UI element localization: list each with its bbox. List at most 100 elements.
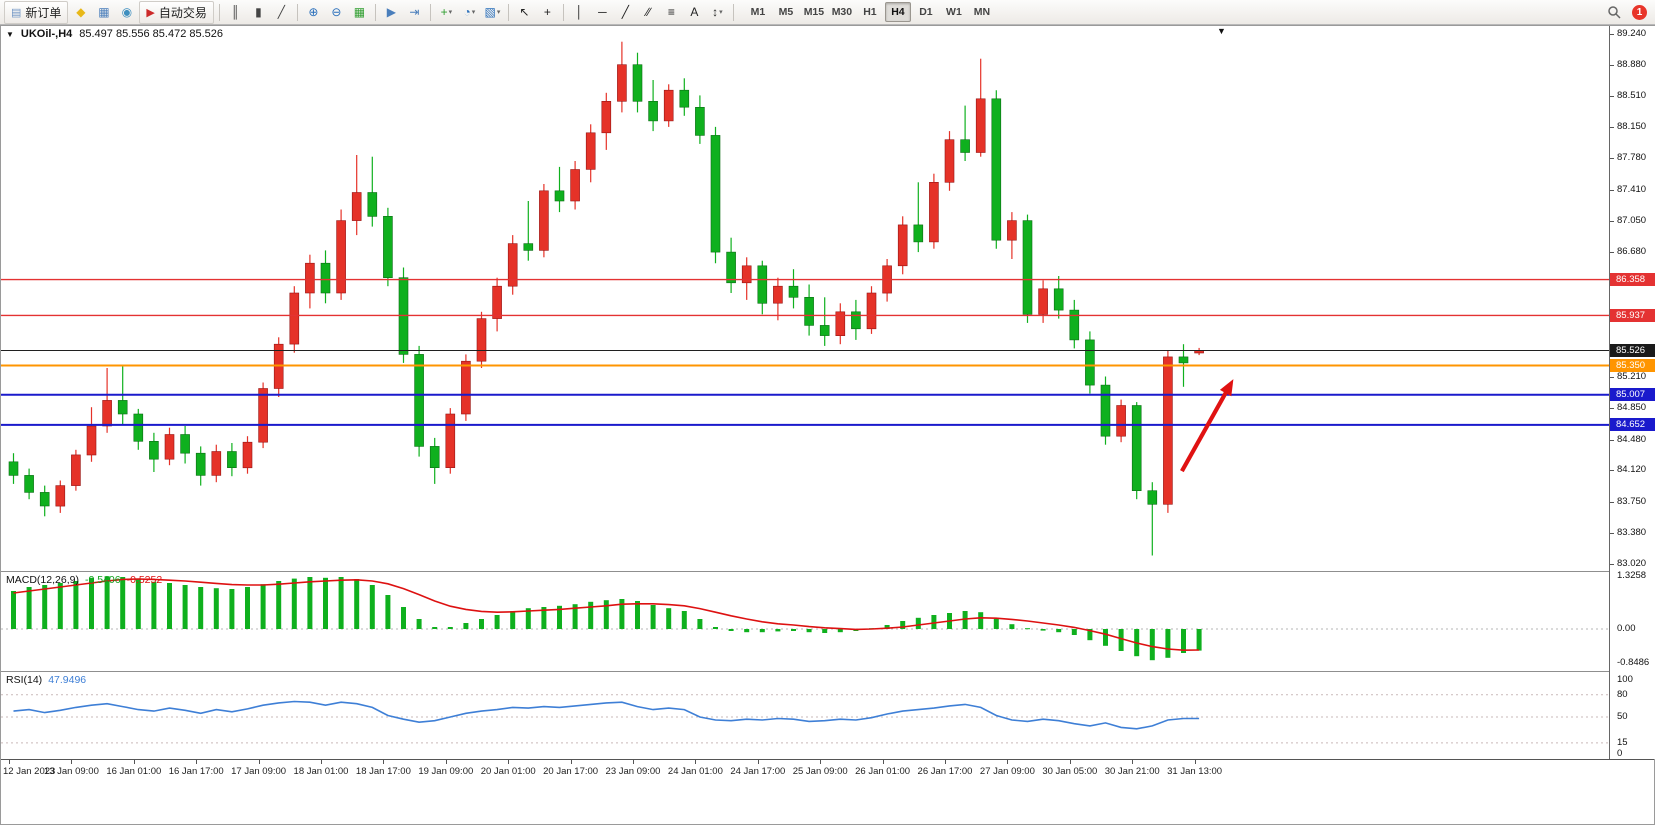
timeframe-m15[interactable]: M15 <box>803 6 825 18</box>
new-chart-icon[interactable]: ▦ <box>98 5 110 19</box>
timeframe-h1[interactable]: H1 <box>863 6 877 18</box>
price-tick: 88.880 <box>1617 59 1647 70</box>
line-chart-icon[interactable]: ╱ <box>277 5 286 19</box>
macd-signal-value: -0.5252 <box>126 574 163 586</box>
time-tickmark <box>196 760 198 764</box>
zoom-in-icon[interactable]: ⊕ <box>308 5 319 19</box>
price-tick: 85.210 <box>1617 371 1647 382</box>
price-tickmark <box>1610 221 1614 222</box>
profiles-icon[interactable]: ◉ <box>121 5 133 19</box>
candlestick-chart[interactable] <box>1 26 1609 571</box>
tile-windows-icon[interactable]: ▦ <box>353 5 366 19</box>
auto-trading-button-label: 自动交易 <box>158 5 207 20</box>
time-label: 30 Jan 05:00 <box>1042 766 1098 777</box>
price-badge: 85.526 <box>1610 344 1655 357</box>
macd-main-value: -0.5406 <box>84 574 121 586</box>
time-tickmark <box>71 760 73 764</box>
candlestick-chart-icon[interactable]: ▮ <box>255 5 262 19</box>
price-tickmark <box>1610 440 1614 441</box>
time-label: 31 Jan 13:00 <box>1167 766 1223 777</box>
time-tickmark <box>570 760 572 764</box>
crosshair-icon[interactable]: + <box>543 5 551 19</box>
vertical-line-icon[interactable]: │ <box>575 5 584 19</box>
chart-shift-icon[interactable]: ⇥ <box>409 5 420 19</box>
timeframe-mn[interactable]: MN <box>973 6 991 18</box>
price-badge: 84.652 <box>1610 418 1655 431</box>
price-tick: 88.510 <box>1617 90 1647 101</box>
time-tickmark <box>508 760 510 764</box>
auto-trading-icon: ▶ <box>146 6 155 19</box>
arrows-icon[interactable]: ↕ <box>707 3 728 22</box>
indicators-icon[interactable]: + <box>436 3 457 22</box>
text-icon[interactable]: A <box>690 5 699 19</box>
price-tickmark <box>1610 65 1614 66</box>
price-tick: 87.050 <box>1617 215 1647 226</box>
time-tickmark <box>1007 760 1009 764</box>
price-tickmark <box>1610 34 1614 35</box>
time-tickmark <box>820 760 822 764</box>
price-scale[interactable]: 89.240 88.880 88.510 88.150 87.780 87.410 87.0… <box>1609 26 1655 759</box>
time-tickmark <box>1069 760 1071 764</box>
rsi-panel[interactable] <box>1 672 1609 759</box>
time-label: 20 Jan 17:00 <box>543 766 599 777</box>
toolbar-separator <box>374 3 376 21</box>
chart-title: ▼ UKOil-,H4 85.497 85.556 85.472 85.526 <box>6 28 223 40</box>
timeframe-d1[interactable]: D1 <box>919 6 933 18</box>
rsi-scale-tick: 80 <box>1617 689 1628 700</box>
price-tickmark <box>1610 533 1614 534</box>
toolbar-separator <box>732 3 734 21</box>
timeframe-w1[interactable]: W1 <box>946 6 962 18</box>
timeframe-bar: M1 M5 M15 M30 H1 H4 D1 W1 MN <box>744 2 996 22</box>
time-label: 12 Jan 2023 <box>3 766 56 777</box>
bar-chart-icon[interactable]: ║ <box>231 5 240 19</box>
chart-menu-icon[interactable]: ▼ <box>6 29 14 39</box>
time-tickmark <box>9 760 10 764</box>
auto-trading-button[interactable]: ▶ 自动交易 <box>139 0 214 24</box>
new-order-button[interactable]: ▤ 新订单 <box>4 0 69 24</box>
candles-layer <box>8 41 1204 556</box>
timeframe-m1[interactable]: M1 <box>750 6 766 18</box>
rsi-scale-tick: 0 <box>1617 748 1623 759</box>
rsi-name: RSI(14) <box>6 674 43 686</box>
time-label: 24 Jan 17:00 <box>730 766 786 777</box>
periods-icon[interactable]: ◔ <box>459 3 480 22</box>
toolbar-separator <box>296 3 298 21</box>
time-label: 30 Jan 21:00 <box>1104 766 1160 777</box>
toolbar-separator <box>507 3 509 21</box>
price-tick: 84.480 <box>1617 434 1647 445</box>
time-tickmark <box>757 760 759 764</box>
chart-shift-marker[interactable]: ▼ <box>1217 26 1226 36</box>
macd-panel[interactable] <box>1 572 1609 671</box>
price-tick: 83.380 <box>1617 527 1647 538</box>
auto-scroll-icon[interactable]: ▶ <box>386 5 397 19</box>
time-label: 26 Jan 17:00 <box>917 766 973 777</box>
time-label: 18 Jan 17:00 <box>355 766 411 777</box>
price-tickmark <box>1610 96 1614 97</box>
alerts-icon[interactable]: ◆ <box>76 5 86 19</box>
rsi-scale-tick: 50 <box>1617 711 1628 722</box>
time-label: 19 Jan 09:00 <box>418 766 474 777</box>
timeframe-m30[interactable]: M30 <box>831 6 853 18</box>
time-tickmark <box>695 760 697 764</box>
channel-icon[interactable]: ∕∕ <box>646 5 651 19</box>
horizontal-line-icon[interactable]: ─ <box>598 5 607 19</box>
price-tickmark <box>1610 470 1614 471</box>
price-badge: 85.350 <box>1610 359 1655 372</box>
time-label: 18 Jan 01:00 <box>293 766 349 777</box>
cursor-icon[interactable]: ↖ <box>519 5 530 19</box>
zoom-out-icon[interactable]: ⊖ <box>331 5 342 19</box>
fibonacci-icon[interactable]: ≡ <box>667 5 675 19</box>
timeframe-m5[interactable]: M5 <box>778 6 794 18</box>
notification-badge[interactable]: 1 <box>1632 4 1647 20</box>
macd-scale-tick: -0.8486 <box>1617 657 1650 668</box>
time-tickmark <box>133 760 135 764</box>
templates-icon[interactable]: ▧ <box>482 3 503 22</box>
rsi-scale-tick: 15 <box>1617 737 1628 748</box>
price-tick: 89.240 <box>1617 28 1647 39</box>
search-icon[interactable] <box>1603 3 1624 22</box>
time-axis[interactable]: 12 Jan 2023 13 Jan 09:00 16 Jan 01:00 16 Ja… <box>1 759 1654 784</box>
macd-name: MACD(12,26,9) <box>6 574 79 586</box>
trendline-icon[interactable]: ╱ <box>621 5 630 19</box>
timeframe-h4[interactable]: H4 <box>884 2 911 22</box>
rsi-label: RSI(14) 47.9496 <box>6 674 86 686</box>
